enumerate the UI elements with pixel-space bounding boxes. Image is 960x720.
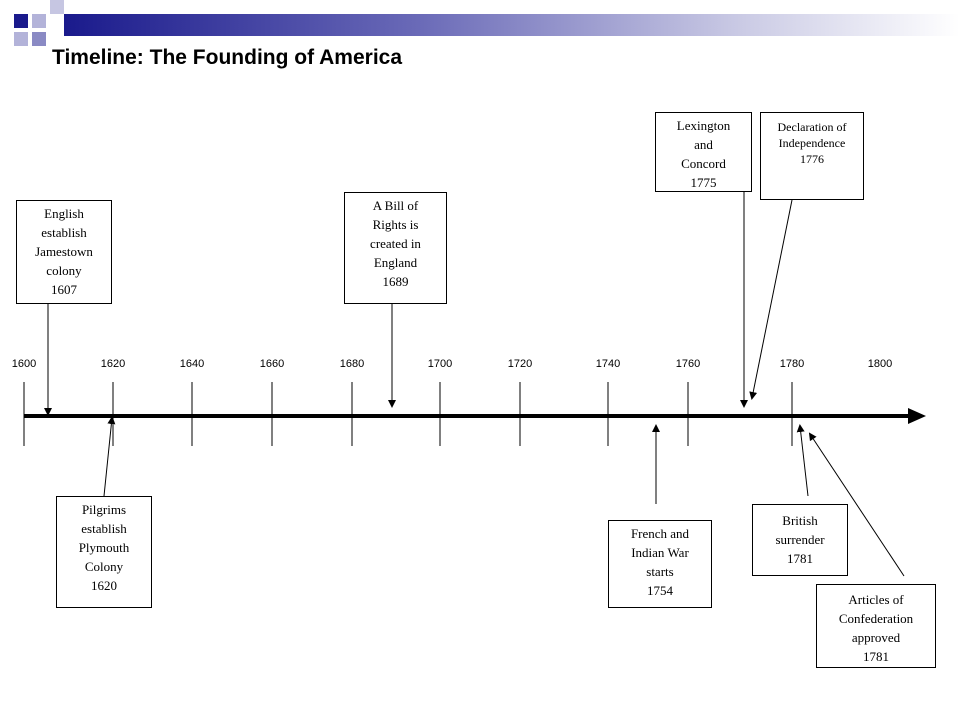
event-year: 1689 (382, 274, 409, 289)
event-text: British surrender (775, 513, 825, 547)
event-box-bill-of-rights: A Bill of Rights is created in England 1… (344, 192, 447, 304)
year-label: 1780 (779, 358, 805, 370)
year-label: 1620 (100, 358, 126, 370)
event-box-declaration: Declaration of Independence 1776 (760, 112, 864, 200)
year-ticks (23, 382, 793, 446)
event-text: A Bill of Rights is created in England (370, 198, 421, 270)
year-label: 1660 (259, 358, 285, 370)
year-label: 1600 (11, 358, 37, 370)
arrow-declaration (749, 199, 793, 400)
logo-square-light (50, 0, 64, 14)
event-year: 1607 (51, 282, 77, 297)
year-label: 1700 (427, 358, 453, 370)
arrow-plymouth (103, 416, 116, 497)
year-label: 1680 (339, 358, 365, 370)
event-box-jamestown: English establish Jamestown colony 1607 (16, 200, 112, 304)
year-label: 1720 (507, 358, 533, 370)
event-text: Articles of Confederation approved (838, 592, 914, 645)
event-year: 1775 (690, 175, 717, 190)
event-text: Lexington and Concord (676, 118, 731, 171)
event-box-british-surrender: British surrender 1781 (752, 504, 848, 576)
event-year: 1776 (800, 152, 824, 166)
page-title: Timeline: The Founding of America (52, 46, 403, 69)
year-label: 1760 (675, 358, 701, 370)
year-label: 1800 (867, 358, 893, 370)
event-box-french-indian-war: French and Indian War starts 1754 (608, 520, 712, 608)
event-text: French and Indian War starts (630, 526, 690, 579)
year-label: 1640 (179, 358, 205, 370)
event-year: 1781 (863, 649, 889, 664)
logo-square-mid (32, 32, 46, 46)
event-year: 1754 (647, 583, 673, 598)
event-year: 1620 (91, 578, 117, 593)
header-gradient-bar (64, 14, 960, 36)
year-label: 1740 (595, 358, 621, 370)
logo-square-light (14, 32, 28, 46)
event-text: English establish Jamestown colony (35, 206, 93, 278)
event-box-plymouth: Pilgrims establish Plymouth Colony 1620 (56, 496, 152, 608)
arrow-articles (808, 432, 905, 577)
timeline-arrowhead (908, 408, 926, 424)
event-box-articles: Articles of Confederation approved 1781 (816, 584, 936, 668)
event-year: 1781 (787, 551, 813, 566)
event-box-lexington: Lexington and Concord 1775 (655, 112, 752, 192)
arrow-british-surrender (796, 424, 809, 497)
event-text: Declaration of Independence (777, 120, 847, 150)
logo-square-dark (14, 14, 28, 28)
logo-square-light (32, 14, 46, 28)
event-text: Pilgrims establish Plymouth Colony (78, 502, 130, 574)
